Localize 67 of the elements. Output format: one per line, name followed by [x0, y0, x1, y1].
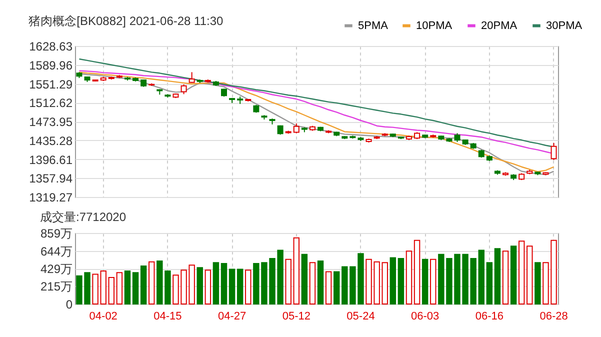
bar: [301, 254, 308, 304]
bar: [220, 263, 228, 304]
bar: [285, 258, 292, 304]
bar: [382, 262, 388, 304]
legend-label: 20PMA: [481, 20, 518, 32]
bar: [108, 277, 115, 304]
bar: [124, 270, 131, 304]
bar: [236, 268, 244, 304]
y-tick-label: 1551.29: [29, 77, 73, 92]
x-tick-label: 04-02: [89, 310, 118, 322]
candlestick: [180, 84, 187, 95]
bar: [526, 246, 533, 304]
x-tick-label: 06-03: [411, 310, 440, 322]
bar: [430, 258, 436, 304]
chart-title: 猪肉概念[BK0882] 2021-06-28 11:30: [28, 14, 224, 28]
bar: [390, 257, 396, 304]
y-tick-label: 215万: [40, 280, 72, 294]
bar: [398, 258, 404, 304]
bar: [140, 265, 147, 304]
bar: [486, 262, 493, 304]
x-tick-label: 04-27: [218, 310, 246, 322]
bar: [406, 250, 412, 304]
legend-label: 5PMA: [358, 20, 389, 32]
x-tick-label: 06-28: [540, 310, 568, 322]
y-tick-label: 0: [66, 298, 73, 312]
legend-label: 30PMA: [546, 20, 583, 32]
y-tick-label: 1357.94: [29, 172, 73, 186]
candlestick: [188, 72, 195, 84]
y-tick-label: 1473.95: [29, 115, 73, 129]
y-tick-label: 1435.28: [29, 134, 73, 148]
bar: [325, 271, 332, 304]
bar: [196, 267, 203, 304]
bar: [510, 246, 517, 304]
y-tick-label: 1396.61: [29, 152, 73, 167]
bar: [309, 262, 316, 304]
y-tick-label: 1628.63: [29, 40, 73, 54]
x-tick-label: 05-24: [346, 310, 375, 322]
bar: [494, 248, 501, 304]
y-tick-label: 429万: [40, 262, 72, 276]
y-tick-label: 859万: [40, 226, 72, 240]
x-tick-label: 05-12: [282, 310, 310, 322]
bar: [204, 270, 212, 304]
legend-label: 10PMA: [416, 20, 453, 32]
candlestick: [550, 142, 557, 161]
bar: [502, 250, 509, 304]
y-tick-label: 644万: [40, 244, 72, 258]
x-tick-label: 06-16: [475, 310, 504, 322]
bar: [116, 272, 123, 304]
bar: [478, 250, 484, 304]
y-tick-label: 1319.27: [29, 190, 73, 204]
y-tick-label: 1589.96: [29, 58, 73, 72]
x-tick-label: 04-15: [154, 310, 182, 322]
y-tick-label: 1512.62: [29, 96, 73, 110]
bar: [518, 240, 525, 304]
bar: [228, 268, 236, 304]
bar: [212, 262, 220, 304]
bar: [333, 271, 340, 304]
bar: [317, 260, 324, 304]
candlestick: [293, 122, 300, 134]
bar: [534, 262, 541, 304]
bar: [132, 272, 139, 304]
bar: [293, 237, 300, 304]
bar: [422, 258, 428, 304]
bar: [414, 240, 420, 304]
bar: [245, 270, 252, 304]
bar: [148, 261, 155, 304]
chart-title: 成交量:7712020: [40, 210, 126, 224]
